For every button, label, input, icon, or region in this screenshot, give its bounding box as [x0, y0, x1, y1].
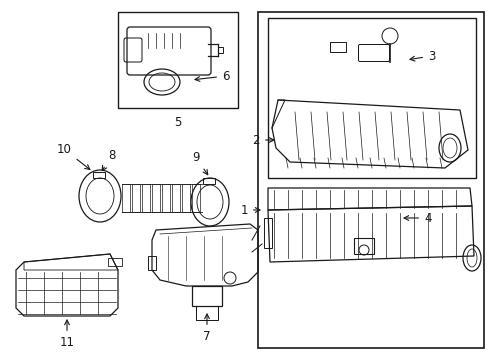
Bar: [132, 184, 140, 212]
Text: 9: 9: [192, 151, 207, 175]
Bar: [142, 184, 150, 212]
Bar: [172, 184, 180, 212]
Bar: [118, 12, 238, 108]
Text: 5: 5: [174, 116, 182, 129]
Bar: [258, 12, 483, 348]
Bar: [203, 178, 215, 184]
Bar: [108, 258, 122, 266]
Text: 4: 4: [403, 211, 430, 225]
Bar: [148, 256, 156, 270]
Text: 1: 1: [240, 203, 260, 216]
Bar: [152, 184, 160, 212]
Text: 10: 10: [57, 143, 90, 170]
Text: 7: 7: [203, 314, 210, 343]
Bar: [162, 184, 170, 212]
Bar: [192, 286, 222, 306]
Bar: [264, 218, 271, 248]
Bar: [93, 172, 105, 178]
Text: 2: 2: [252, 134, 273, 147]
Bar: [329, 42, 346, 52]
Bar: [122, 184, 130, 212]
Bar: [182, 184, 190, 212]
Bar: [353, 238, 373, 254]
Bar: [192, 184, 200, 212]
Text: 8: 8: [102, 149, 115, 171]
Text: 3: 3: [409, 49, 434, 63]
Bar: [267, 18, 475, 178]
Text: 6: 6: [195, 69, 229, 82]
Bar: [196, 306, 218, 320]
Bar: [218, 47, 223, 53]
Text: 11: 11: [60, 320, 74, 349]
